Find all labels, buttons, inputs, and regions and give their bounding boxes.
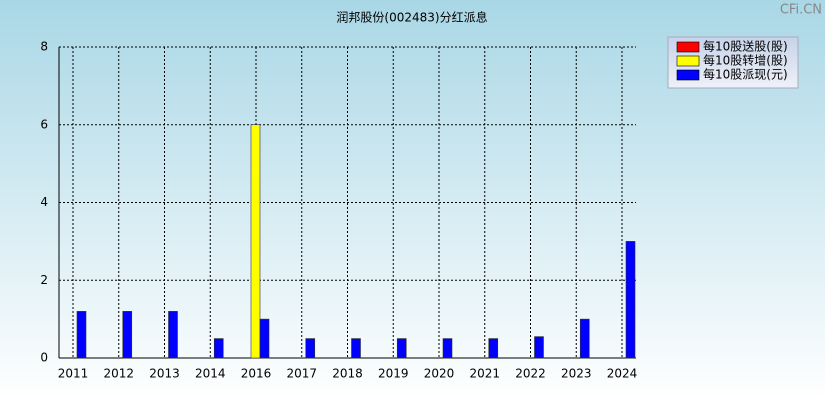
bar <box>442 338 453 359</box>
bar <box>396 338 407 359</box>
y-tick-label: 6 <box>40 117 48 131</box>
bar <box>259 318 270 359</box>
bar <box>168 311 178 359</box>
x-tick-label: 2019 <box>378 367 409 381</box>
bar <box>534 336 544 359</box>
legend-label: 每10股派现(元) <box>703 67 788 82</box>
legend-swatch <box>676 69 700 81</box>
bar <box>579 318 590 359</box>
legend-label: 每10股送股(股) <box>703 39 788 54</box>
x-tick-label: 2011 <box>58 367 89 381</box>
legend-swatch <box>676 41 700 53</box>
x-tick-label: 2012 <box>103 367 134 381</box>
x-tick-label: 2021 <box>469 367 500 381</box>
bar <box>625 241 636 359</box>
chart-title: 润邦股份(002483)分红派息 <box>336 10 487 25</box>
x-tick-label: 2014 <box>195 367 226 381</box>
bar <box>351 338 361 359</box>
legend-label: 每10股转增(股) <box>703 53 788 68</box>
x-tick-label: 2017 <box>286 367 317 381</box>
y-tick-label: 8 <box>40 40 48 54</box>
y-tick-label: 4 <box>40 195 48 209</box>
x-tick-label: 2013 <box>149 367 180 381</box>
legend-swatch <box>676 55 700 67</box>
x-tick-label: 2024 <box>607 367 638 381</box>
x-tick-label: 2018 <box>332 367 363 381</box>
bar <box>488 338 499 359</box>
x-tick-label: 2020 <box>424 367 455 381</box>
bar <box>76 311 87 359</box>
bar <box>250 124 261 359</box>
bar <box>122 311 133 359</box>
bar <box>305 338 316 359</box>
watermark: CFi.CN <box>780 3 822 18</box>
bar <box>213 338 224 359</box>
x-tick-label: 2016 <box>241 367 272 381</box>
x-tick-label: 2022 <box>515 367 546 381</box>
y-tick-label: 0 <box>40 351 48 365</box>
y-tick-label: 2 <box>40 273 48 287</box>
x-tick-label: 2023 <box>561 367 592 381</box>
